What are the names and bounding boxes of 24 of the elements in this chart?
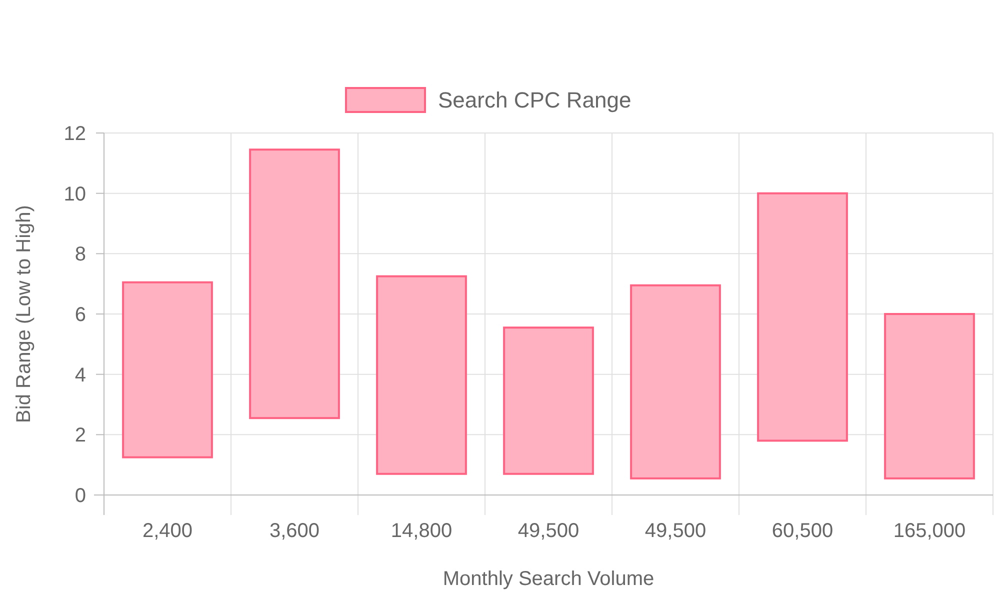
- x-axis-title: Monthly Search Volume: [442, 568, 654, 590]
- y-tick-label: 4: [74, 364, 86, 386]
- bar: [249, 148, 340, 420]
- y-tick-label: 12: [64, 123, 86, 145]
- bar: [122, 281, 213, 458]
- bar: [630, 284, 721, 480]
- y-tick-label: 0: [74, 485, 86, 507]
- x-tick-label: 49,500: [518, 520, 580, 542]
- x-tick-label: 49,500: [644, 520, 706, 542]
- x-tick-label: 3,600: [269, 520, 320, 542]
- x-tick-label: 60,500: [772, 520, 834, 542]
- y-axis-title: Bid Range (Low to High): [13, 205, 35, 423]
- y-tick-label: 6: [74, 304, 86, 326]
- y-tick-label: 10: [64, 183, 86, 206]
- bar: [503, 326, 594, 475]
- x-tick-label: 14,800: [390, 520, 452, 542]
- bar: [757, 192, 848, 442]
- y-tick-label: 2: [74, 424, 86, 447]
- bar: [884, 313, 975, 480]
- x-tick-label: 2,400: [142, 520, 193, 542]
- bar: [376, 275, 467, 475]
- x-tick-label: 165,000: [893, 520, 966, 542]
- legend-label: Search CPC Range: [438, 88, 632, 113]
- y-tick-label: 8: [74, 244, 86, 266]
